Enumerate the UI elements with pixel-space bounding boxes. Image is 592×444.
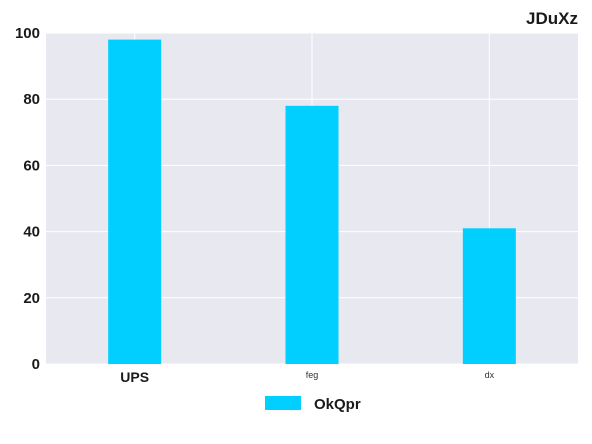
legend-label: OkQpr [314, 396, 361, 413]
x-axis-ticks: UPS feg dx [120, 369, 494, 385]
y-tick-label: 0 [32, 356, 40, 373]
bar-dx [462, 228, 516, 364]
y-tick-label: 100 [15, 25, 40, 42]
x-tick-label: UPS [120, 369, 149, 385]
x-tick-label: dx [485, 370, 495, 380]
y-tick-label: 80 [23, 91, 40, 108]
bar-ups [108, 39, 162, 365]
legend-swatch [265, 396, 301, 410]
bars [108, 39, 516, 365]
bar-feg [285, 105, 339, 364]
y-tick-label: 20 [23, 290, 40, 307]
x-tick-label: feg [306, 370, 319, 380]
y-axis-ticks: 0 20 40 60 80 100 [15, 25, 40, 373]
y-tick-label: 60 [23, 157, 40, 174]
legend: OkQpr [265, 396, 361, 413]
y-tick-label: 40 [23, 224, 40, 241]
chart-title: JDuXz [526, 9, 578, 28]
